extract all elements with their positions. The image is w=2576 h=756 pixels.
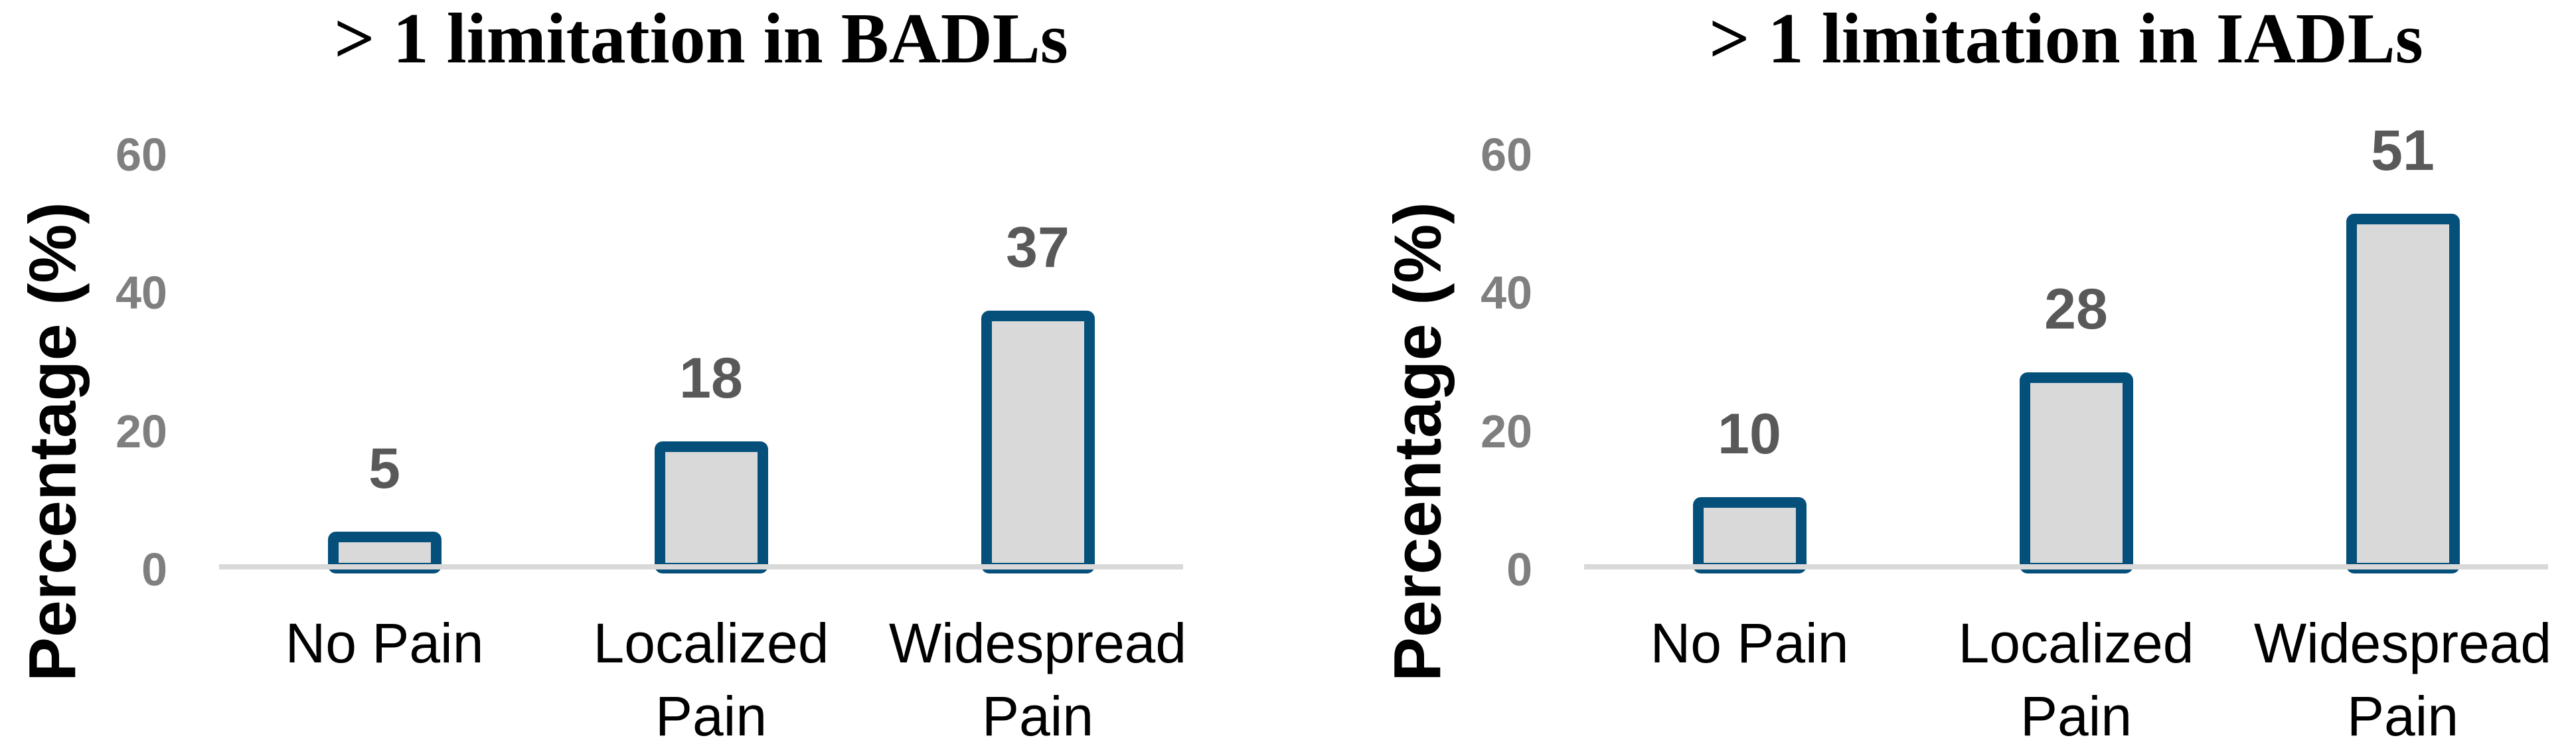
y-tick-label-40: 40 <box>1481 267 1532 319</box>
bar-value-label: 5 <box>368 437 400 500</box>
y-tick-label-0: 0 <box>1506 544 1532 595</box>
category-label-localized-pain: Localized Pain <box>593 612 829 747</box>
y-tick-label-0: 0 <box>141 544 167 595</box>
bar-value-label: 37 <box>1006 216 1070 279</box>
chart-iadls: > 1 limitation in IADLs Percentage (%) 6… <box>1288 0 2576 756</box>
bar-localized-pain <box>654 441 768 573</box>
chart-title-badls: > 1 limitation in BADLs <box>334 0 1068 78</box>
category-label-no-pain: No Pain <box>285 612 484 674</box>
bar-localized-pain <box>2019 372 2133 573</box>
bar-value-label: 51 <box>2371 119 2435 183</box>
y-tick-label-60: 60 <box>1481 128 1532 181</box>
plot-area: 60 40 20 0 5 No Pain 18 Localized Pain 37 Widespr… <box>116 128 1187 747</box>
y-tick-label-20: 20 <box>1481 405 1532 457</box>
category-label-widespread-pain: Widespread Pain <box>2253 612 2552 747</box>
plot-area: 60 40 20 0 10 No Pain 28 Localized Pain 51 Widesp… <box>1288 0 2576 756</box>
chart-title-iadls: > 1 limitation in IADLs <box>1709 0 2423 78</box>
category-label-localized-pain: Localized Pain <box>1958 612 2194 747</box>
bar-no-pain <box>1692 497 1807 573</box>
y-tick-label-20: 20 <box>116 405 167 457</box>
x-axis-line <box>1584 564 2548 569</box>
y-tick-label-40: 40 <box>116 267 167 319</box>
category-label-widespread-pain: Widespread Pain <box>888 612 1187 747</box>
bar-widespread-pain <box>981 311 1095 573</box>
bar-value-label: 18 <box>679 346 743 410</box>
y-tick-label-60: 60 <box>116 128 167 181</box>
bar-widespread-pain <box>2346 214 2460 573</box>
bar-value-label: 28 <box>2044 277 2108 341</box>
category-label-no-pain: No Pain <box>1650 612 1849 674</box>
x-axis-line <box>219 564 1183 569</box>
bar-value-label: 10 <box>1718 402 1781 466</box>
chart-badls: > 1 limitation in BADLs Percentage (%) 6… <box>16 0 1187 747</box>
